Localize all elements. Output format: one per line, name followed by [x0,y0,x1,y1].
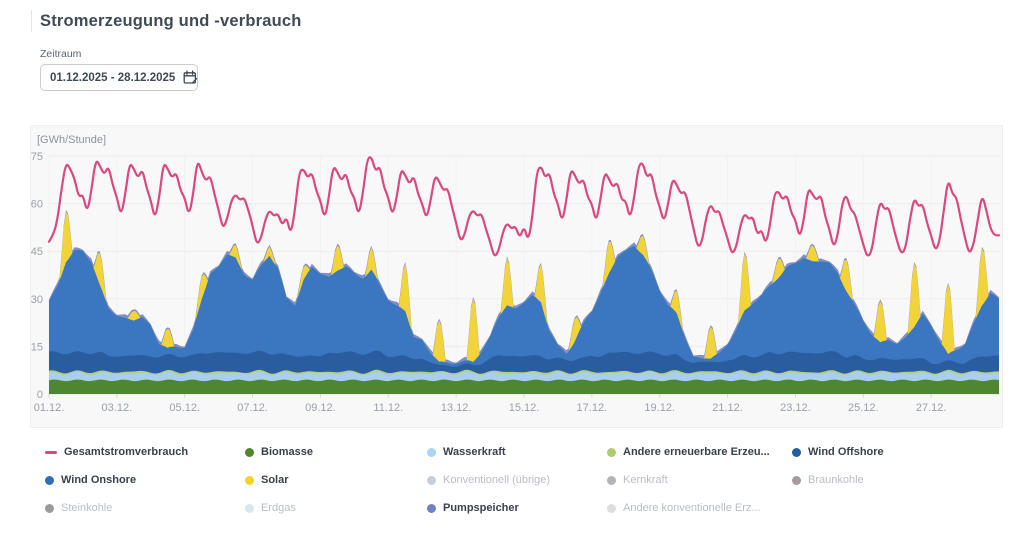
y-tick-label: 60 [31,199,43,211]
legend-label-wind-offshore: Wind Offshore [808,446,884,458]
legend-dot-erdgas [245,503,254,513]
legend-item-braunkohle[interactable]: Braunkohle [792,474,1003,486]
legend-dot-steinkohle [45,503,54,513]
title-accent-divider [31,10,32,32]
legend-dot-wasserkraft [427,447,436,457]
legend-dot-konventionell-uebrige [427,475,436,485]
y-tick-label: 45 [31,246,43,258]
legend-item-steinkohle[interactable]: Steinkohle [45,502,245,514]
y-axis-unit-label: [GWh/Stunde] [37,134,106,146]
chart-panel: 0 15 30 45 60 75 01.12. 03.12. 05.12. 07.12. 09.12… [30,125,1003,428]
x-tick-label: 03.12. [102,402,133,414]
legend-label-kernkraft: Kernkraft [623,474,668,486]
stacked-area-chart[interactable]: 0 15 30 45 60 75 01.12. 03.12. 05.12. 07.12. 09.12… [31,126,1002,427]
legend-label-wind-onshore: Wind Onshore [61,474,137,486]
legend-item-konventionell-uebrige[interactable]: Konventionell (übrige) [427,474,607,486]
legend-dot-andere-konventionelle [607,503,616,513]
legend-row: Wind Onshore Solar Konventionell (übrige) K… [45,466,1003,494]
x-tick-label: 09.12. [305,402,336,414]
date-range-picker[interactable]: 01.12.2025 - 28.12.2025 [40,64,198,91]
legend-dot-pumpspeicher [427,503,436,513]
legend-label-gesamtstromverbrauch: Gesamtstromverbrauch [64,446,189,458]
legend-row: Steinkohle Erdgas Pumpspeicher Andere konve… [45,494,1003,522]
legend-dot-solar [245,475,254,485]
y-tick-label: 15 [31,341,43,353]
legend-label-solar: Solar [261,474,289,486]
area-biomasse[interactable] [49,379,999,394]
legend-dot-biomasse [245,447,254,457]
legend-label-erdgas: Erdgas [261,502,296,514]
page-title: Stromerzeugung und -verbrauch [40,12,302,30]
legend-item-wasserkraft[interactable]: Wasserkraft [427,446,607,458]
x-tick-label: 13.12. [441,402,472,414]
y-tick-label: 30 [31,294,43,306]
legend-item-kernkraft[interactable]: Kernkraft [607,474,792,486]
y-tick-label: 75 [31,151,43,163]
legend-item-biomasse[interactable]: Biomasse [245,446,427,458]
y-tick-label: 0 [37,389,43,401]
chart-legend: Gesamtstromverbrauch Biomasse Wasserkraft A… [30,438,1003,522]
x-tick-label: 01.12. [34,402,65,414]
legend-label-biomasse: Biomasse [261,446,313,458]
legend-label-konventionell-uebrige: Konventionell (übrige) [443,474,551,486]
legend-item-wind-offshore[interactable]: Wind Offshore [792,446,1003,458]
x-tick-label: 11.12. [373,402,403,414]
legend-dash-gesamtstromverbrauch [45,450,57,454]
x-tick-label: 17.12. [577,402,608,414]
period-filter: Zeitraum 01.12.2025 - 28.12.2025 [40,48,198,91]
legend-row: Gesamtstromverbrauch Biomasse Wasserkraft A… [45,438,1003,466]
legend-label-steinkohle: Steinkohle [61,502,113,514]
legend-item-pumpspeicher[interactable]: Pumpspeicher [427,502,607,514]
legend-item-solar[interactable]: Solar [245,474,427,486]
legend-label-pumpspeicher: Pumpspeicher [443,502,519,514]
x-tick-label: 19.12. [644,402,675,414]
calendar-edit-icon[interactable] [183,70,198,85]
legend-item-andere-erneuerbare[interactable]: Andere erneuerbare Erzeu... [607,446,792,458]
legend-dot-wind-onshore [45,475,54,485]
x-tick-label: 21.12. [712,402,743,414]
x-tick-label: 27.12. [916,402,947,414]
legend-item-gesamtstromverbrauch[interactable]: Gesamtstromverbrauch [45,446,245,458]
x-tick-label: 15.12. [509,402,540,414]
legend-dot-kernkraft [607,475,616,485]
legend-label-andere-erneuerbare: Andere erneuerbare Erzeu... [623,446,770,458]
legend-item-wind-onshore[interactable]: Wind Onshore [45,474,245,486]
legend-label-wasserkraft: Wasserkraft [443,446,506,458]
x-tick-label: 07.12. [237,402,268,414]
legend-label-andere-konventionelle: Andere konventionelle Erz... [623,502,761,514]
legend-dot-andere-erneuerbare [607,447,616,457]
legend-item-erdgas[interactable]: Erdgas [245,502,427,514]
consumption-line[interactable] [47,156,1001,257]
legend-item-andere-konventionelle[interactable]: Andere konventionelle Erz... [607,502,792,514]
legend-dot-braunkohle [792,475,801,485]
zeitraum-label: Zeitraum [40,48,82,60]
x-tick-label: 25.12. [848,402,879,414]
x-tick-label: 05.12. [169,402,200,414]
date-range-value: 01.12.2025 - 28.12.2025 [50,71,176,84]
legend-label-braunkohle: Braunkohle [808,474,864,486]
legend-dot-wind-offshore [792,447,801,457]
x-tick-label: 23.12. [780,402,811,414]
